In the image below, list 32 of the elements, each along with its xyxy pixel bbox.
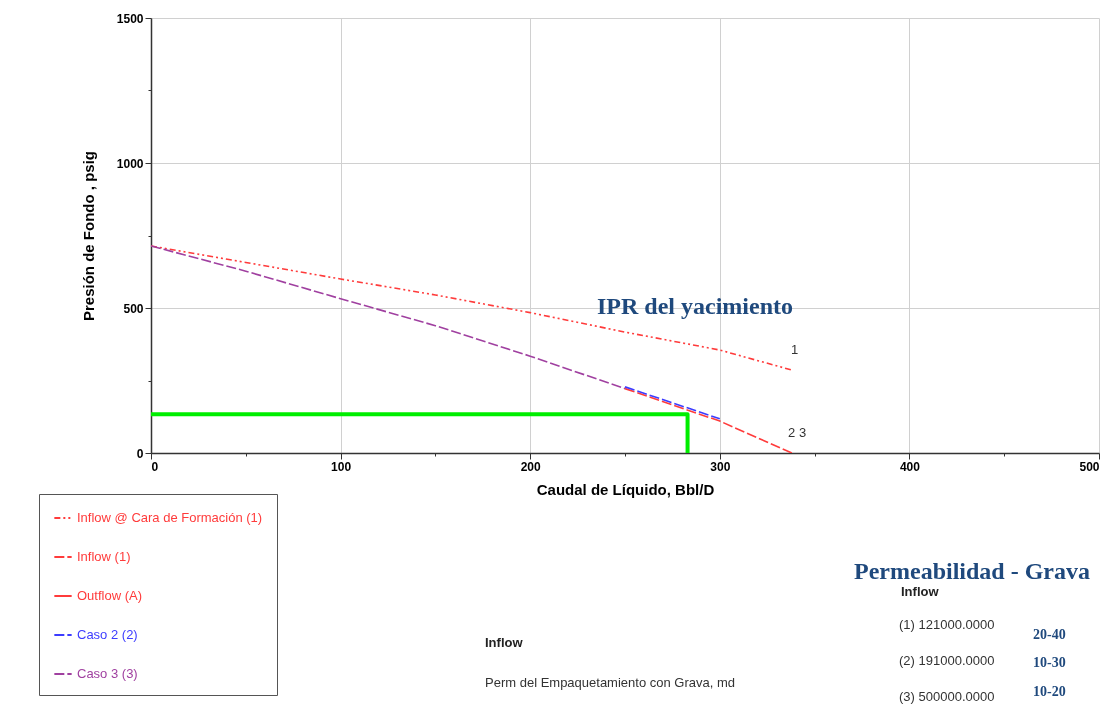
annotation: 3 (799, 425, 807, 440)
text: 10-20 (1033, 684, 1066, 699)
legend-label: Inflow @ Cara de Formación (1) (77, 510, 263, 525)
text: Permeabilidad - Grava (854, 558, 1090, 584)
x-tick-label: 400 (899, 459, 921, 474)
legend-label: Caso 2 (2) (77, 627, 138, 642)
text: Inflow (901, 584, 940, 599)
y-tick-label: 1000 (116, 156, 144, 171)
x-tick-label: 500 (1079, 459, 1100, 474)
annotation: IPR del yacimiento (597, 293, 793, 319)
x-tick-label: 100 (331, 459, 352, 474)
text: Perm del Empaquetamiento con Grava, md (485, 675, 736, 690)
text: 20-40 (1033, 627, 1066, 642)
legend-label: Outflow (A) (77, 588, 143, 603)
line-series (151, 245, 793, 371)
text: (2) 191000.0000 (899, 653, 995, 668)
annotation: 2 (788, 425, 796, 440)
text: 10-30 (1033, 655, 1066, 670)
x-tick-label: 0 (151, 459, 159, 474)
annotation: 1 (791, 342, 799, 357)
y-tick-label: 1500 (116, 11, 144, 26)
text: Inflow (485, 635, 524, 650)
x-axis-title: Caudal de Líquido, Bbl/D (536, 480, 715, 498)
y-tick-label: 500 (123, 301, 144, 316)
text: (1) 121000.0000 (899, 617, 995, 632)
text: (3) 500000.0000 (899, 689, 995, 704)
x-tick-label: 200 (520, 459, 542, 474)
x-tick-label: 300 (710, 459, 731, 474)
y-tick-label: 0 (136, 446, 144, 461)
y-axis-title: Presión de Fondo , psig (79, 150, 97, 322)
legend-label: Inflow (1) (77, 549, 131, 564)
legend-label: Caso 3 (3) (77, 666, 138, 681)
